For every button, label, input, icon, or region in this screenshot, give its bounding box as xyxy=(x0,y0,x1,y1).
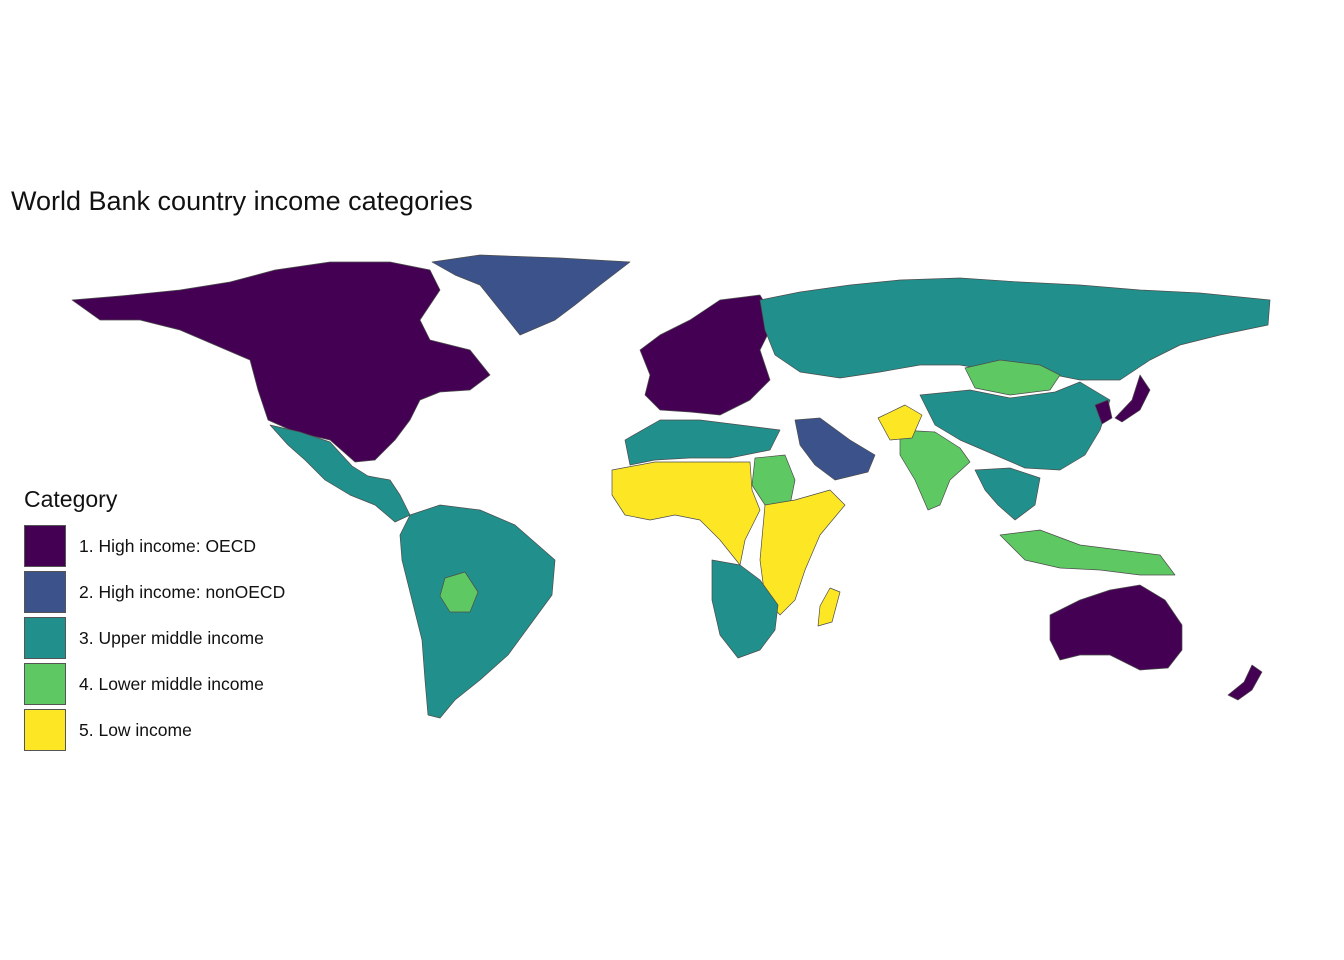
legend-label: 3. Upper middle income xyxy=(79,627,264,648)
region-arabian-peninsula[interactable] xyxy=(794,417,876,481)
region-indonesia[interactable] xyxy=(999,529,1176,576)
legend-key-swatch xyxy=(24,617,66,659)
legend-item: 4. Lower middle income xyxy=(24,661,285,707)
legend: Category 1. High income: OECD 2. High in… xyxy=(24,486,285,753)
region-afghanistan[interactable] xyxy=(877,404,923,441)
region-north-america[interactable] xyxy=(71,261,491,463)
region-australia[interactable] xyxy=(1049,584,1183,671)
legend-label: 4. Lower middle income xyxy=(79,673,264,694)
region-india[interactable] xyxy=(899,429,971,511)
legend-item: 1. High income: OECD xyxy=(24,523,285,569)
legend-label: 5. Low income xyxy=(79,719,192,740)
region-china[interactable] xyxy=(919,381,1111,471)
region-new-zealand[interactable] xyxy=(1227,664,1263,701)
region-greenland[interactable] xyxy=(431,254,631,336)
region-southern-africa[interactable] xyxy=(711,559,779,659)
region-russia[interactable] xyxy=(759,277,1271,381)
legend-item: 2. High income: nonOECD xyxy=(24,569,285,615)
region-southeast-asia[interactable] xyxy=(974,467,1041,521)
legend-label: 2. High income: nonOECD xyxy=(79,581,286,602)
region-korea[interactable] xyxy=(1094,399,1113,425)
legend-key-swatch xyxy=(24,709,66,751)
legend-label: 1. High income: OECD xyxy=(79,535,257,556)
region-madagascar[interactable] xyxy=(817,587,841,627)
legend-key-swatch xyxy=(24,571,66,613)
region-west-central-africa[interactable] xyxy=(611,461,761,566)
legend-item: 3. Upper middle income xyxy=(24,615,285,661)
region-bolivia[interactable] xyxy=(439,571,479,613)
legend-key-swatch xyxy=(24,663,66,705)
region-japan[interactable] xyxy=(1114,374,1151,423)
legend-key-swatch xyxy=(24,525,66,567)
region-sudan[interactable] xyxy=(751,454,796,506)
region-western-europe[interactable] xyxy=(639,294,776,416)
legend-item: 5. Low income xyxy=(24,707,285,753)
region-mongolia[interactable] xyxy=(964,359,1061,396)
legend-title: Category xyxy=(24,486,118,512)
map-title: World Bank country income categories xyxy=(11,186,473,216)
region-north-africa[interactable] xyxy=(624,419,781,466)
region-south-america[interactable] xyxy=(399,504,556,719)
